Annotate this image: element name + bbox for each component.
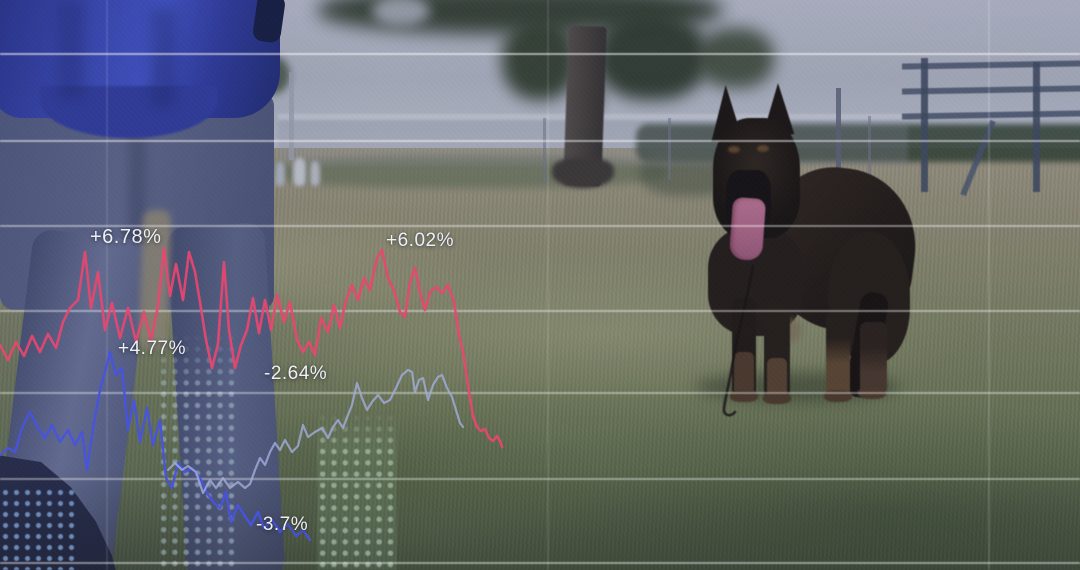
gridline-horizontal xyxy=(0,392,1080,394)
dog-paw xyxy=(858,387,886,399)
tree-trunk-base xyxy=(552,158,614,188)
metal-frame-post xyxy=(921,58,928,192)
gridline-horizontal xyxy=(0,140,1080,142)
gridline-horizontal xyxy=(0,225,1080,227)
background-person xyxy=(275,162,285,186)
dog-hind-leg xyxy=(860,322,887,394)
background-person xyxy=(293,158,306,186)
gridline-vertical xyxy=(106,0,108,570)
pct-label: +4.77% xyxy=(118,338,186,359)
metal-frame-post xyxy=(1033,62,1040,192)
light-pole xyxy=(289,72,294,160)
pct-label: +6.02% xyxy=(386,230,454,251)
pct-label: -3.7% xyxy=(256,514,309,535)
jacket-fold xyxy=(150,8,176,108)
pct-label: +6.78% xyxy=(90,226,162,248)
dog-paw xyxy=(763,392,791,404)
dog-hind-leg xyxy=(826,312,850,398)
gridline-horizontal xyxy=(0,562,1080,564)
dog-front-leg-tan xyxy=(767,358,787,398)
gridline-vertical xyxy=(988,0,990,570)
jacket-fold xyxy=(58,0,84,100)
gridline-horizontal xyxy=(0,53,1080,55)
dog-paw xyxy=(824,390,852,402)
fence-post xyxy=(668,118,671,180)
pct-label: -2.64% xyxy=(264,363,328,384)
light-pole xyxy=(836,88,841,198)
dog-brow xyxy=(757,145,769,152)
gridline-horizontal xyxy=(0,310,1080,312)
sky-gap xyxy=(372,0,430,26)
tree-canopy xyxy=(502,20,578,100)
fence-post xyxy=(543,118,546,184)
gridline-vertical xyxy=(547,0,549,570)
fence-post xyxy=(868,116,871,176)
tree-canopy xyxy=(596,14,708,100)
gridline-horizontal xyxy=(0,478,1080,480)
dog-brow xyxy=(728,146,740,153)
background-person xyxy=(310,161,320,186)
tree-canopy xyxy=(698,28,774,88)
